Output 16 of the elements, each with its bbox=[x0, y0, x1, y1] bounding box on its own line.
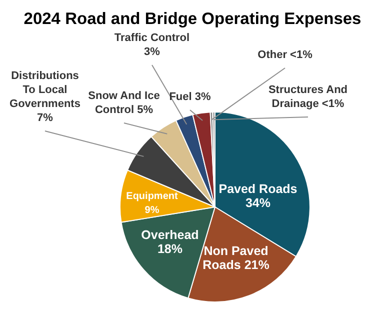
data-label: 7% bbox=[37, 112, 54, 124]
slice-label: Overhead bbox=[141, 228, 199, 242]
slice-label: Non Paved Roads 21% bbox=[202, 244, 270, 272]
slice-label: Traffic Control bbox=[114, 32, 190, 44]
slice-label: Fuel 3% bbox=[169, 91, 211, 103]
data-label: 34% bbox=[245, 196, 271, 210]
data-label: 3% bbox=[144, 46, 160, 58]
chart-title: 2024 Road and Bridge Operating Expenses bbox=[24, 10, 362, 28]
slice-label: Distributions To Local Governments bbox=[10, 70, 80, 110]
data-label: 18% bbox=[157, 242, 183, 256]
slice-label: Paved Roads bbox=[218, 182, 298, 196]
slice-label: Other <1% bbox=[258, 49, 313, 61]
slice-label: Snow And Ice Control 5% bbox=[88, 90, 160, 116]
slice-label: Structures And Drainage <1% bbox=[268, 84, 348, 110]
slice-label: Equipment bbox=[126, 191, 178, 202]
data-label: 9% bbox=[144, 205, 160, 216]
